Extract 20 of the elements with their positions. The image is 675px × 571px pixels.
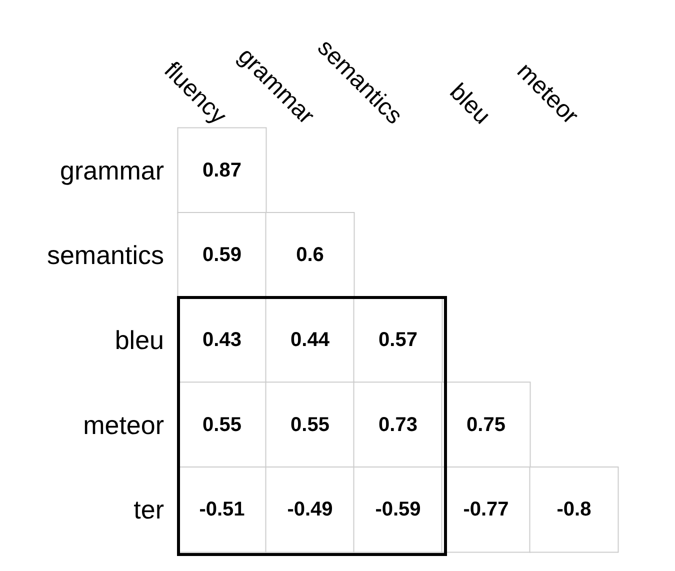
- data-label: 0.43: [202, 329, 242, 351]
- data-label: 0.55: [290, 414, 330, 436]
- data-label: -0.49: [287, 498, 333, 521]
- data-label: 0.55: [202, 414, 242, 436]
- y-tick-label: semantics: [46, 240, 164, 270]
- data-label: -0.51: [199, 498, 245, 521]
- data-label: 0.73: [378, 414, 418, 436]
- data-label: -0.77: [463, 498, 509, 521]
- y-tick-label: meteor: [83, 410, 164, 440]
- data-label: 0.59: [202, 244, 242, 266]
- data-label: -0.59: [375, 498, 421, 521]
- data-label: 0.75: [466, 414, 506, 436]
- data-label: 0.57: [378, 329, 418, 351]
- y-tick-label: bleu: [114, 325, 164, 355]
- y-tick-label: ter: [134, 494, 164, 525]
- y-tick-label: grammar: [60, 155, 164, 186]
- data-label: 0.44: [290, 329, 330, 351]
- data-label: 0.87: [202, 159, 242, 182]
- data-label: -0.8: [556, 498, 592, 521]
- data-label: 0.6: [296, 244, 324, 266]
